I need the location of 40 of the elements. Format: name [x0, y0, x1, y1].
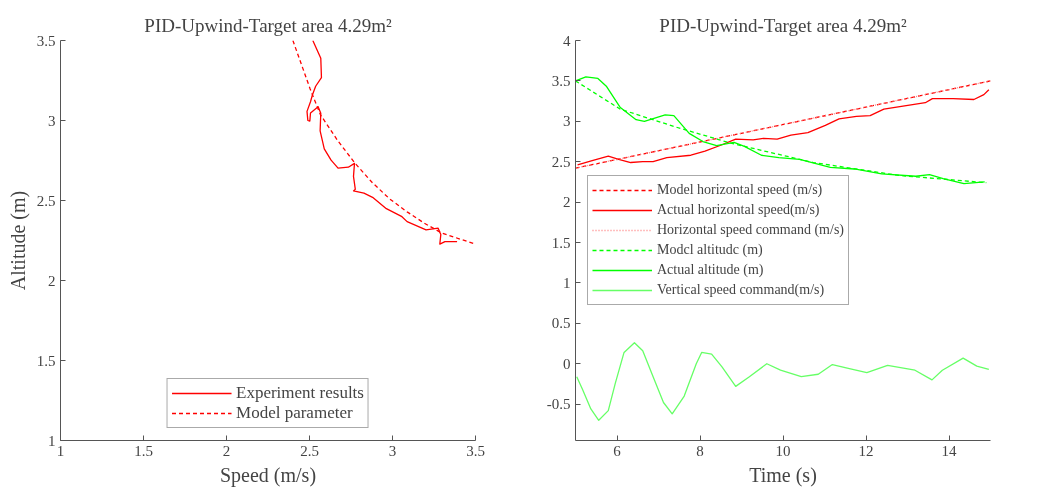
y-axis-title: Altitude (m) [6, 190, 30, 291]
y-tick-label: 2 [563, 194, 571, 211]
y-tick-label: 2.5 [551, 153, 571, 170]
x-tick-label: 10 [775, 442, 791, 459]
x-tick-label: 3 [388, 442, 397, 459]
x-tick-label: 1.5 [134, 442, 153, 459]
x-tick-label: 8 [696, 442, 704, 459]
x-axis-title: Speed (m/s) [219, 463, 317, 487]
legend-label: Experiment results [236, 383, 364, 403]
y-tick-label: 3.5 [551, 72, 571, 89]
x-tick-label: 14 [941, 442, 957, 459]
line-series [576, 342, 990, 421]
y-tick-label: 3 [48, 112, 56, 129]
y-tick-label: 4 [563, 32, 571, 49]
y-tick-label: 1.5 [551, 234, 571, 251]
legend-label: Modcl altitudc (m) [657, 242, 763, 258]
legend-label: Model horizontal speed (m/s) [657, 182, 823, 198]
legend-label: Actual horizontal speed(m/s) [657, 202, 820, 218]
y-tick-label: 0.5 [551, 315, 571, 332]
chart-title: PID-Upwind-Target area 4.29m² [659, 14, 907, 36]
line-series [292, 40, 476, 245]
legend-label: Model parameter [236, 403, 353, 423]
x-tick-label: 2 [222, 442, 231, 459]
y-tick-label: 1.5 [36, 352, 56, 369]
y-tick-label: 3 [563, 113, 571, 130]
x-tick-label: 12 [858, 442, 874, 459]
y-tick-label: 2.5 [36, 192, 56, 209]
legend-label: Vertical speed command(m/s) [657, 282, 825, 298]
y-tick-label: 0 [563, 355, 571, 372]
legend-label: Horizontal speed command (m/s) [657, 222, 845, 238]
y-tick-label: 1 [563, 274, 571, 291]
x-tick-label: 2.5 [300, 442, 319, 459]
x-axis-title: Time (s) [749, 463, 817, 487]
x-tick-label: 3.5 [466, 442, 485, 459]
y-tick-label: -0.5 [546, 396, 571, 413]
y-tick-label: 2 [48, 272, 56, 289]
y-tick-label: 3.5 [36, 32, 56, 49]
legend-label: Actual altitude (m) [657, 262, 764, 278]
chart-title: PID-Upwind-Target area 4.29m² [144, 14, 392, 36]
x-tick-label: 6 [613, 442, 622, 459]
